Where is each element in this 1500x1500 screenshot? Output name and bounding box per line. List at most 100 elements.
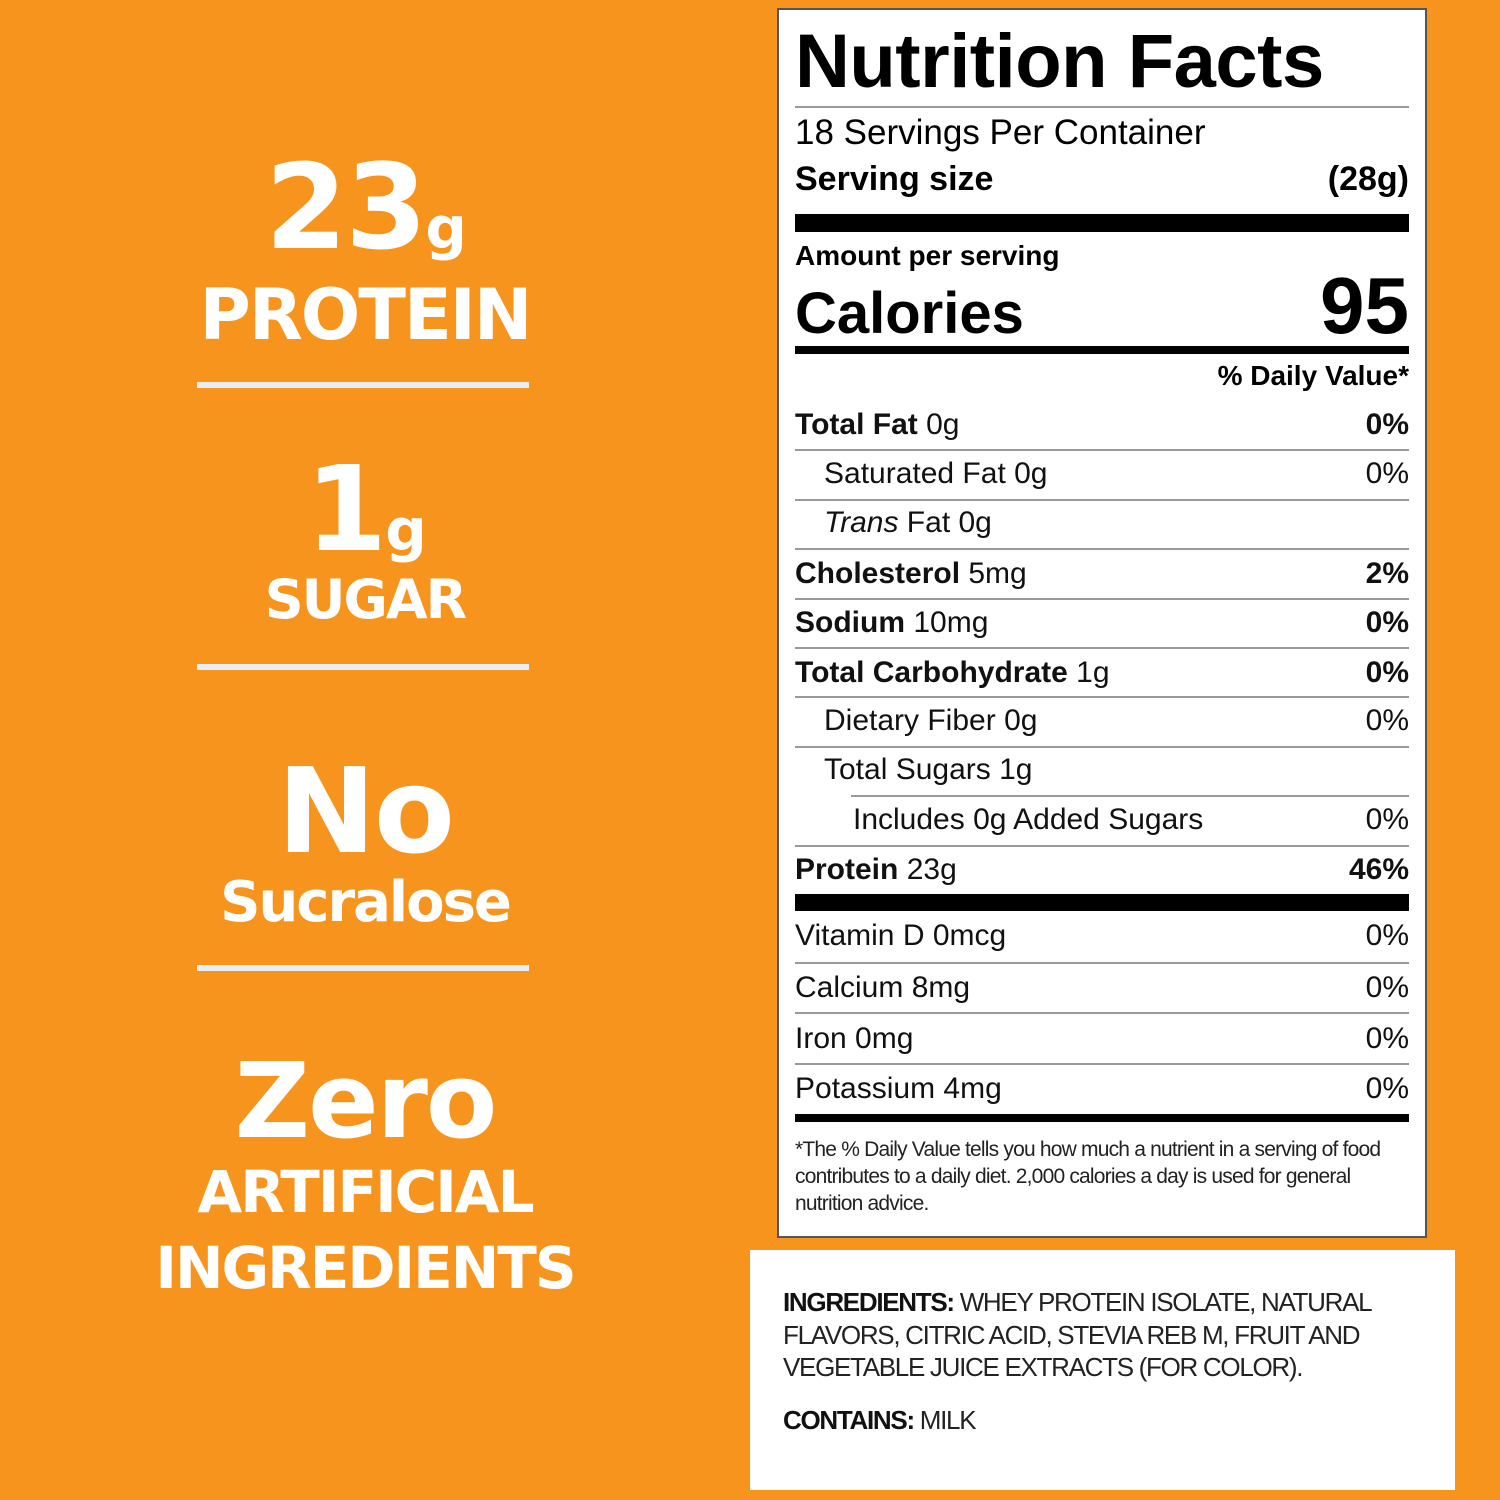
nutrient-name: Sodium 10mg bbox=[795, 606, 988, 640]
label-title: Nutrition Facts bbox=[795, 19, 1324, 104]
nutrient-amount: 0g bbox=[958, 506, 992, 540]
nutrient-label: Cholesterol bbox=[795, 556, 961, 590]
nutrient-amount: 0g bbox=[1014, 457, 1048, 491]
nutrient-row: Total Fat 0g 0% bbox=[795, 400, 1409, 449]
nutrient-label: Saturated Fat bbox=[824, 457, 1006, 491]
thick-divider bbox=[795, 214, 1409, 232]
daily-value: 0% bbox=[1365, 407, 1409, 441]
servings-per-container: 18 Servings Per Container bbox=[795, 113, 1206, 152]
nutrient-name: Iron 0mg bbox=[795, 1022, 913, 1056]
nutrient-row: Total Carbohydrate 1g 0% bbox=[795, 646, 1409, 696]
nutrient-label: Fat bbox=[898, 506, 951, 540]
nutrient-label: Dietary Fiber bbox=[824, 704, 996, 738]
protein-amount: 23 bbox=[265, 138, 427, 276]
nutrient-amount: 1g bbox=[1076, 655, 1110, 689]
nutrient-amount: 0mcg bbox=[932, 919, 1007, 953]
sugar-unit: g bbox=[385, 496, 427, 564]
nutrient-row: Total Sugars 1g bbox=[795, 745, 1409, 796]
artificial-label: ARTIFICIAL bbox=[197, 1158, 534, 1226]
nutrient-label: Sodium bbox=[795, 606, 905, 640]
daily-value: 0% bbox=[1365, 655, 1409, 689]
daily-value-header: % Daily Value* bbox=[1217, 360, 1409, 391]
sugar-amount: 1 bbox=[305, 440, 387, 578]
nutrient-row: Trans Fat 0g bbox=[795, 498, 1409, 549]
nutrient-name: Vitamin D 0mcg bbox=[795, 919, 1006, 953]
nutrient-name: Total Sugars 1g bbox=[795, 753, 1032, 787]
nutrient-row: Potassium 4mg 0% bbox=[795, 1063, 1409, 1114]
nutrient-row: Protein 23g 46% bbox=[795, 844, 1409, 894]
daily-value: 0% bbox=[1365, 457, 1409, 491]
nutrient-list: Total Fat 0g 0% Saturated Fat 0g 0% Trans Fa… bbox=[795, 400, 1409, 894]
nutrient-amount: 0g bbox=[926, 407, 960, 441]
daily-value: 0% bbox=[1365, 606, 1409, 640]
sugar-label: SUGAR bbox=[264, 568, 467, 631]
allergen-list: MILK bbox=[919, 1405, 977, 1436]
nutrient-label: Total Fat bbox=[795, 407, 918, 441]
contains-label: CONTAINS: bbox=[783, 1405, 915, 1436]
ingredients-text: INGREDIENTS: WHEY PROTEIN ISOLATE, NATUR… bbox=[783, 1286, 1435, 1384]
daily-value: 0% bbox=[1365, 1072, 1409, 1106]
nutrient-label: Includes 0g Added Sugars bbox=[853, 802, 1204, 836]
daily-value: 0% bbox=[1365, 919, 1409, 953]
medium-divider bbox=[795, 1114, 1409, 1122]
sucralose-claim: No bbox=[277, 742, 455, 880]
thick-divider bbox=[795, 894, 1409, 911]
amount-per-serving: Amount per serving bbox=[795, 240, 1060, 271]
medium-divider bbox=[795, 346, 1409, 354]
artificial-claim: Zero bbox=[234, 1040, 498, 1162]
nutrient-amount: 5mg bbox=[968, 556, 1027, 590]
nutrient-row: Iron 0mg 0% bbox=[795, 1012, 1409, 1063]
serving-size-label: Serving size bbox=[795, 160, 994, 198]
ingredients-list: WHEY PROTEIN ISOLATE, NATURAL FLAVORS, C… bbox=[783, 1287, 1372, 1383]
divider bbox=[197, 664, 529, 670]
divider bbox=[197, 965, 529, 971]
nutrient-amount: 10mg bbox=[913, 606, 989, 640]
nutrient-name: Trans Fat 0g bbox=[795, 506, 992, 540]
nutrient-name: Total Carbohydrate 1g bbox=[795, 656, 1110, 690]
ingredients-claim-label: INGREDIENTS bbox=[155, 1234, 576, 1302]
nutrient-row: Includes 0g Added Sugars 0% bbox=[795, 795, 1409, 845]
calories-value: 95 bbox=[1320, 261, 1409, 350]
sucralose-label: Sucralose bbox=[220, 870, 512, 935]
nutrient-label: Potassium bbox=[795, 1072, 936, 1106]
nutrient-name: Includes 0g Added Sugars bbox=[795, 803, 1203, 837]
nutrient-row: Dietary Fiber 0g 0% bbox=[795, 696, 1409, 746]
sugar-claim: 1g bbox=[130, 440, 600, 578]
nutrient-label: Iron bbox=[795, 1021, 847, 1055]
ingredients-panel: INGREDIENTS: WHEY PROTEIN ISOLATE, NATUR… bbox=[750, 1250, 1455, 1490]
divider bbox=[197, 382, 529, 388]
serving-size-row: Serving size (28g) bbox=[795, 160, 1409, 199]
nutrient-name: Protein 23g bbox=[795, 853, 957, 887]
nutrient-italic: Trans bbox=[824, 506, 899, 540]
nutrient-row: Sodium 10mg 0% bbox=[795, 597, 1409, 647]
nutrient-name: Saturated Fat 0g bbox=[795, 457, 1048, 491]
nutrient-name: Total Fat 0g bbox=[795, 408, 960, 442]
nutrient-amount: 1g bbox=[999, 753, 1033, 787]
nutrient-amount: 23g bbox=[906, 853, 957, 887]
ingredients-label: INGREDIENTS: bbox=[783, 1287, 955, 1317]
nutrient-amount: 0g bbox=[1004, 704, 1038, 738]
nutrient-row: Cholesterol 5mg 2% bbox=[795, 548, 1409, 597]
nutrient-amount: 4mg bbox=[943, 1072, 1002, 1106]
daily-value: 46% bbox=[1348, 853, 1409, 887]
contains-text: CONTAINS: MILK bbox=[783, 1404, 1435, 1437]
divider bbox=[795, 106, 1409, 108]
footnote: *The % Daily Value tells you how much a … bbox=[795, 1138, 1381, 1215]
nutrient-label: Total Carbohydrate bbox=[795, 655, 1068, 689]
protein-label: PROTEIN bbox=[199, 274, 533, 356]
nutrient-row: Calcium 8mg 0% bbox=[795, 961, 1409, 1013]
serving-size-value: (28g) bbox=[1327, 160, 1409, 198]
daily-value: 2% bbox=[1365, 556, 1409, 590]
vitamin-list: Vitamin D 0mcg 0% Calcium 8mg 0% Iron 0mg 0% P… bbox=[795, 911, 1409, 1114]
nutrient-amount: 0mg bbox=[855, 1021, 914, 1055]
nutrient-name: Potassium 4mg bbox=[795, 1072, 1002, 1106]
nutrient-row: Vitamin D 0mcg 0% bbox=[795, 911, 1409, 962]
daily-value: 0% bbox=[1365, 1021, 1409, 1055]
nutrient-name: Dietary Fiber 0g bbox=[795, 704, 1037, 738]
nutrition-facts-label: Nutrition Facts 18 Servings Per Containe… bbox=[777, 8, 1427, 1238]
nutrient-label: Total Sugars bbox=[824, 753, 991, 787]
nutrient-row: Saturated Fat 0g 0% bbox=[795, 449, 1409, 499]
nutrient-label: Protein bbox=[795, 853, 899, 887]
nutrient-name: Cholesterol 5mg bbox=[795, 557, 1027, 591]
nutrient-name: Calcium 8mg bbox=[795, 971, 970, 1005]
